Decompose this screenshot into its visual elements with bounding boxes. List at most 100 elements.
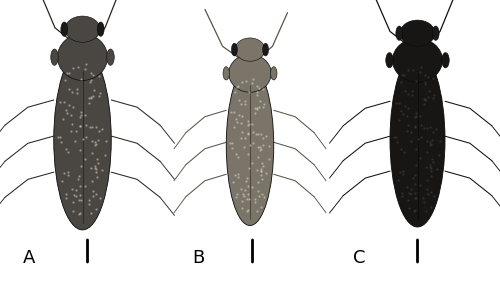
Point — [427, 173, 435, 178]
Point — [92, 207, 100, 212]
Point — [258, 205, 266, 210]
Point — [409, 67, 417, 72]
Point — [412, 162, 420, 167]
Point — [244, 152, 252, 157]
Point — [69, 104, 77, 109]
Point — [86, 77, 94, 82]
Ellipse shape — [229, 54, 271, 92]
Point — [76, 193, 84, 197]
Ellipse shape — [386, 53, 393, 68]
Point — [409, 176, 417, 180]
Point — [228, 140, 235, 145]
Point — [249, 76, 257, 81]
Point — [411, 182, 419, 187]
Point — [408, 186, 416, 191]
Point — [252, 84, 260, 88]
Point — [400, 104, 408, 108]
Point — [85, 101, 93, 105]
Text: A: A — [22, 249, 35, 267]
Point — [428, 157, 436, 161]
Point — [227, 110, 235, 114]
Ellipse shape — [442, 53, 449, 68]
Point — [94, 129, 102, 134]
Point — [68, 187, 76, 191]
Point — [420, 125, 428, 130]
Point — [76, 174, 84, 178]
Point — [406, 191, 413, 195]
Point — [85, 96, 93, 100]
Point — [90, 87, 98, 92]
Point — [424, 95, 432, 100]
Point — [430, 92, 438, 97]
Point — [416, 69, 424, 74]
Point — [248, 160, 256, 165]
Point — [76, 198, 84, 202]
Point — [426, 142, 434, 147]
Point — [62, 108, 70, 112]
Ellipse shape — [262, 43, 268, 56]
Point — [421, 73, 429, 77]
Point — [230, 180, 237, 184]
Point — [76, 114, 84, 119]
Point — [396, 170, 404, 175]
Point — [258, 176, 266, 181]
Point — [234, 172, 242, 176]
Point — [436, 138, 444, 143]
Point — [404, 68, 412, 73]
Point — [426, 165, 434, 169]
Point — [66, 87, 74, 91]
Point — [420, 102, 428, 107]
Point — [77, 77, 85, 82]
Point — [64, 173, 72, 178]
Point — [226, 141, 234, 146]
Point — [249, 130, 257, 135]
Point — [241, 136, 249, 141]
Point — [404, 198, 412, 202]
Point — [400, 72, 408, 77]
Point — [420, 97, 428, 102]
Point — [252, 200, 260, 205]
Ellipse shape — [61, 22, 68, 36]
Point — [76, 123, 84, 128]
Point — [240, 144, 248, 149]
Point — [260, 102, 268, 107]
Point — [390, 135, 398, 140]
Point — [421, 96, 429, 101]
Ellipse shape — [65, 16, 100, 42]
Point — [92, 175, 100, 180]
Point — [252, 106, 260, 111]
Point — [62, 147, 70, 151]
Ellipse shape — [226, 65, 274, 226]
Point — [244, 208, 252, 212]
Point — [426, 163, 434, 167]
Point — [238, 114, 246, 118]
Ellipse shape — [235, 38, 265, 61]
Point — [59, 117, 67, 121]
Point — [76, 110, 84, 115]
Point — [235, 112, 243, 117]
Point — [244, 119, 252, 124]
Point — [393, 140, 401, 145]
Point — [246, 142, 254, 147]
Point — [404, 185, 411, 190]
Point — [88, 165, 96, 170]
Point — [67, 112, 75, 117]
Ellipse shape — [432, 26, 439, 40]
Point — [76, 183, 84, 188]
Ellipse shape — [392, 38, 442, 82]
Point — [86, 80, 94, 85]
Point — [245, 90, 253, 94]
Point — [417, 123, 425, 128]
Point — [430, 193, 438, 198]
Point — [76, 124, 84, 129]
Text: B: B — [192, 249, 205, 267]
Point — [248, 121, 256, 126]
Point — [231, 173, 239, 178]
Point — [228, 146, 236, 150]
Point — [424, 74, 432, 79]
Point — [424, 192, 432, 197]
Point — [82, 62, 90, 67]
Point — [70, 208, 78, 213]
Point — [410, 115, 418, 120]
Point — [242, 79, 250, 84]
